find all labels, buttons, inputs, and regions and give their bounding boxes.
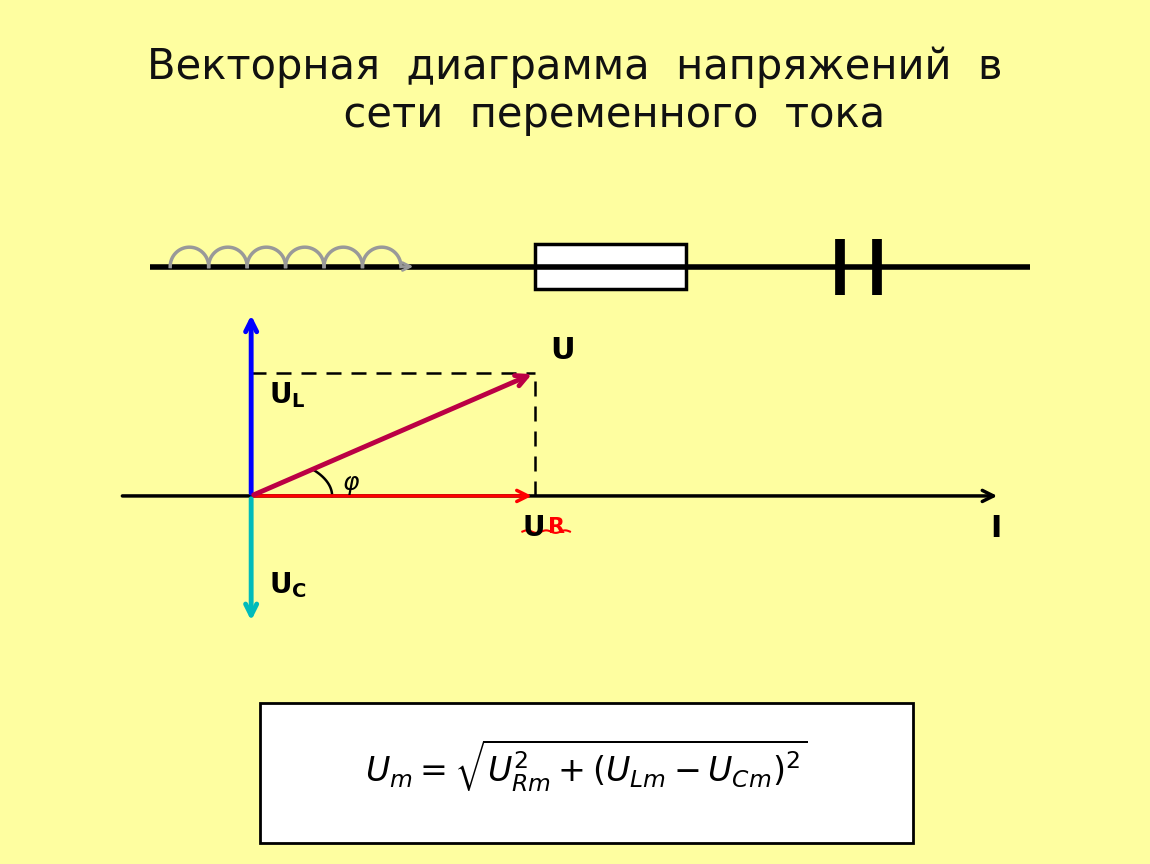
Text: $\mathbf{U}$: $\mathbf{U}$ — [550, 336, 574, 365]
Text: $\mathbf{U_L}$: $\mathbf{U_L}$ — [269, 380, 306, 410]
Text: $\varphi$: $\varphi$ — [343, 473, 360, 497]
Text: $\mathbf{U}$: $\mathbf{U}$ — [522, 514, 544, 542]
Bar — [535, 244, 687, 289]
Text: $U_m = \sqrt{U_{Rm}^2 + (U_{Lm} - U_{Cm})^2}$: $U_m = \sqrt{U_{Rm}^2 + (U_{Lm} - U_{Cm}… — [366, 737, 807, 794]
Text: $\mathbf{R}$: $\mathbf{R}$ — [546, 518, 566, 537]
Text: $\mathbf{I}$: $\mathbf{I}$ — [990, 514, 1000, 543]
Text: Векторная  диаграмма  напряжений  в
      сети  переменного  тока: Векторная диаграмма напряжений в сети пе… — [147, 46, 1003, 137]
FancyBboxPatch shape — [260, 703, 913, 843]
Text: $\mathbf{U_C}$: $\mathbf{U_C}$ — [269, 570, 307, 600]
